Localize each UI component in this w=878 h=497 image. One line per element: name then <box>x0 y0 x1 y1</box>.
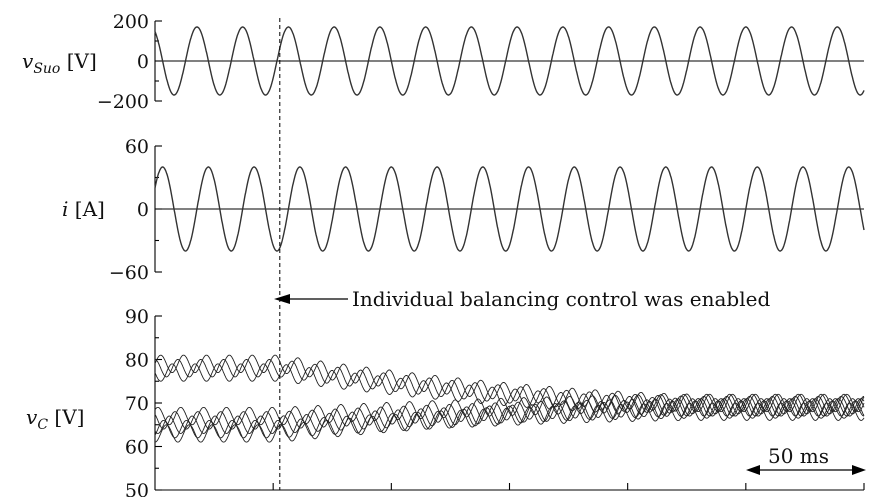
panel2-ytick-label: 0 <box>137 199 149 221</box>
svg-text:vC [V]: vC [V] <box>26 405 84 433</box>
scale-bar <box>746 465 866 475</box>
panel2-ytick-label: −60 <box>109 262 149 284</box>
panel3-series-1 <box>154 354 865 413</box>
panel2-series <box>154 166 865 252</box>
panel3-series-6 <box>154 400 865 434</box>
panel3-series-2 <box>155 359 864 415</box>
panel3-ytick-label: 50 <box>125 480 149 497</box>
panel3-series-7 <box>154 402 865 439</box>
panel3-ytick-label: 60 <box>125 437 149 459</box>
panel1-ytick-label: 0 <box>137 51 149 73</box>
scale-bar-label: 50 ms <box>768 444 829 468</box>
panel3-series-8 <box>155 398 865 443</box>
annotation-arrow <box>274 294 348 304</box>
panel3-ytick-label: 80 <box>125 350 149 372</box>
panel3-series-3 <box>154 363 865 417</box>
panel1-ytick-label: −200 <box>97 91 149 113</box>
svg-text:i [A]: i [A] <box>62 197 105 221</box>
panel1-ylabel: vSuo [V] <box>22 49 97 77</box>
panel3-series-4 <box>154 393 865 426</box>
annotation-text: Individual balancing control was enabled <box>352 287 770 311</box>
panel3-ytick-label: 90 <box>125 306 149 328</box>
panel3-series-5 <box>154 398 865 430</box>
panel1-series <box>154 26 865 96</box>
panel1-ytick-label: 200 <box>113 11 149 33</box>
panel3-ylabel: vC [V] <box>26 405 84 433</box>
panel2-ylabel: i [A] <box>62 197 105 221</box>
panel2-ytick-label: 60 <box>125 136 149 158</box>
svg-text:vSuo [V]: vSuo [V] <box>22 49 97 77</box>
panel3-ytick-label: 70 <box>125 393 149 415</box>
